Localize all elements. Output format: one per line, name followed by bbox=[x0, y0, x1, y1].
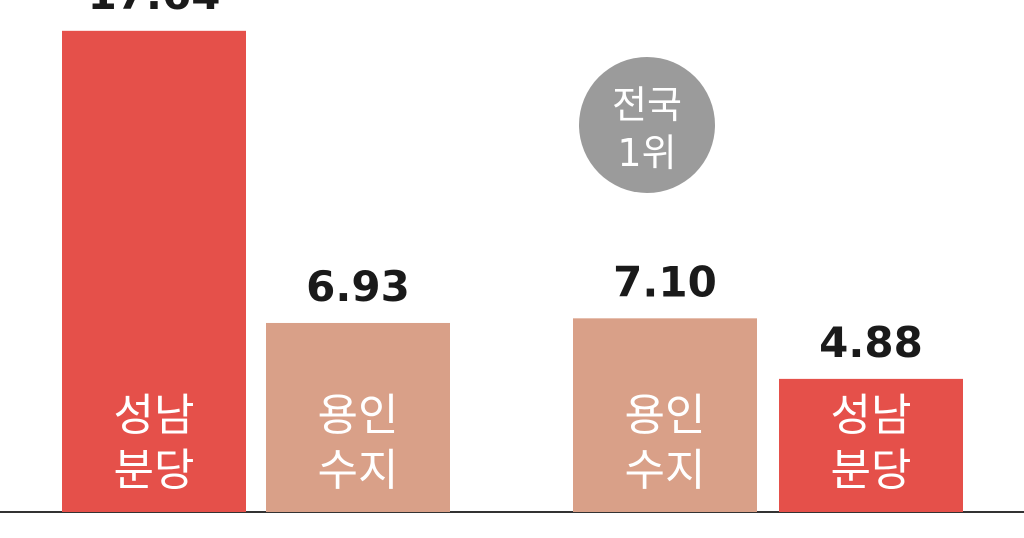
bar bbox=[266, 322, 450, 512]
value-label: 4.88 bbox=[819, 318, 923, 367]
bar bbox=[62, 30, 246, 512]
bar-label: 용인 bbox=[625, 390, 706, 441]
bar-label: 분당 bbox=[114, 445, 195, 496]
badge bbox=[579, 57, 715, 193]
badge-text: 전국 bbox=[612, 83, 682, 127]
badge-text: 1위 bbox=[617, 131, 676, 175]
bar-label: 수지 bbox=[318, 445, 399, 496]
value-label: 6.93 bbox=[306, 262, 410, 311]
bar-label: 용인 bbox=[318, 390, 399, 441]
bar-label: 성남 bbox=[114, 390, 195, 441]
bar bbox=[573, 318, 757, 512]
bar-label: 분당 bbox=[831, 445, 912, 496]
value-label: 7.10 bbox=[613, 257, 717, 306]
bar-label: 수지 bbox=[625, 445, 706, 496]
bar-label: 성남 bbox=[831, 390, 912, 441]
bar bbox=[779, 378, 963, 512]
value-label: 17.64 bbox=[88, 0, 221, 19]
